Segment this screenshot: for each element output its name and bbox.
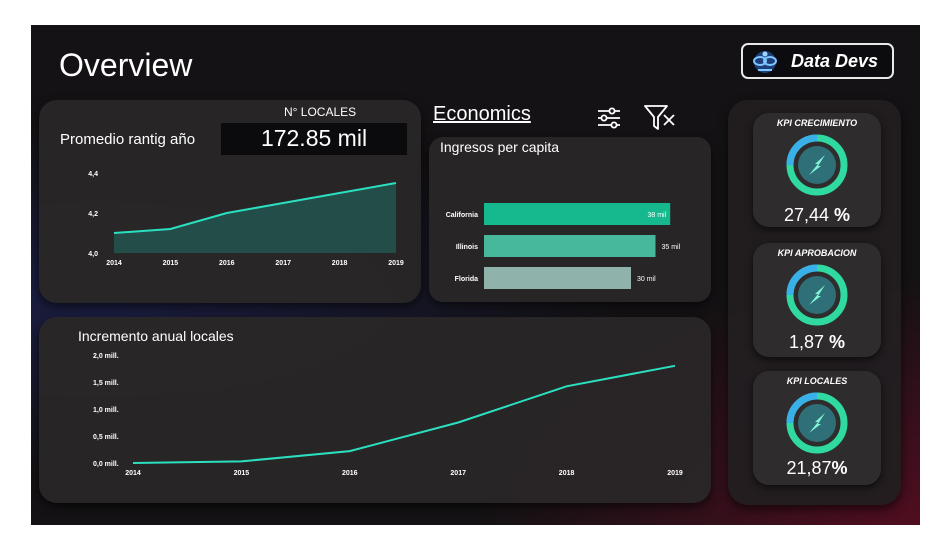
growth-arrow-icon bbox=[809, 285, 825, 305]
data-label: 38 mil bbox=[648, 212, 667, 219]
y-tick-label: 4,2 bbox=[88, 211, 98, 218]
gauge-center bbox=[798, 404, 836, 442]
kpi-gauge-icon bbox=[786, 264, 848, 326]
gauge-center bbox=[798, 276, 836, 314]
y-tick-label: 0,0 mill. bbox=[93, 461, 119, 468]
dashboard-canvas: Overview Data Devs N° LOCALES 172.85 mil… bbox=[31, 25, 920, 525]
data-label: 35 mil bbox=[662, 244, 681, 251]
growth-panel bbox=[39, 317, 711, 503]
kpi-gauge-icon bbox=[786, 134, 848, 196]
x-tick-label: 2017 bbox=[450, 470, 466, 477]
income-chart: California 38 mil Illinois 35 mil Florida 30 … bbox=[446, 203, 681, 289]
gauge-arc bbox=[786, 392, 818, 424]
x-tick-label: 2016 bbox=[342, 470, 358, 477]
rating-chart: 4,0 4,2 4,4 2014 2015 2016 2017 2018 2019 bbox=[88, 171, 404, 267]
bar bbox=[484, 267, 631, 289]
y-tick-label: 0,5 mill. bbox=[93, 434, 119, 441]
x-tick-label: 2015 bbox=[163, 260, 179, 267]
brand-name: Data Devs bbox=[791, 51, 879, 71]
income-chart-title: Ingresos per capita bbox=[440, 139, 560, 155]
category-label: Florida bbox=[455, 276, 478, 283]
y-tick-label: 1,5 mill. bbox=[93, 380, 119, 387]
category-label: Illinois bbox=[456, 244, 478, 251]
x-tick-label: 2018 bbox=[559, 470, 575, 477]
brand-logo-icon bbox=[753, 51, 777, 73]
x-tick-label: 2019 bbox=[667, 470, 683, 477]
y-tick-label: 4,4 bbox=[88, 171, 98, 178]
gauge-center bbox=[798, 146, 836, 184]
growth-arrow-icon bbox=[809, 413, 825, 433]
x-tick-label: 2014 bbox=[106, 260, 122, 267]
y-tick-label: 1,0 mill. bbox=[93, 407, 119, 414]
kpi-gauge-icon bbox=[786, 392, 848, 454]
locales-value: 172.85 mil bbox=[260, 125, 368, 151]
locales-card bbox=[221, 123, 407, 155]
y-tick-label: 4,0 bbox=[88, 251, 98, 258]
y-tick-label: 2,0 mill. bbox=[93, 353, 119, 360]
kpi-value: 21,87% bbox=[786, 458, 848, 478]
tab-economics[interactable]: Economics bbox=[433, 103, 531, 125]
category-label: California bbox=[446, 212, 478, 219]
brand-logo[interactable]: Data Devs bbox=[741, 43, 894, 79]
growth-chart: 0,0 mill. 0,5 mill. 1,0 mill. 1,5 mill. 2,0 … bbox=[93, 353, 683, 477]
kpi-title: KPI APROBACION bbox=[777, 248, 857, 258]
kpi-value: 27,44 % bbox=[783, 205, 851, 225]
sliders-icon[interactable] bbox=[596, 105, 622, 131]
x-tick-label: 2015 bbox=[234, 470, 250, 477]
growth-chart-title: Incremento anual locales bbox=[78, 328, 234, 344]
page-title: Overview bbox=[59, 47, 193, 83]
growth-line bbox=[132, 364, 676, 464]
locales-label: N° LOCALES bbox=[284, 105, 357, 119]
bar bbox=[484, 203, 671, 225]
filter-clear-icon[interactable] bbox=[643, 103, 677, 133]
x-tick-label: 2014 bbox=[125, 470, 141, 477]
kpi-title: KPI CRECIMIENTO bbox=[776, 118, 858, 128]
kpi-value: 1,87 % bbox=[788, 332, 846, 352]
x-tick-label: 2018 bbox=[332, 260, 348, 267]
bar bbox=[484, 235, 656, 257]
rating-area bbox=[114, 183, 396, 253]
kpi-title: KPI LOCALES bbox=[786, 376, 848, 386]
x-tick-label: 2017 bbox=[275, 260, 291, 267]
rating-line bbox=[113, 182, 397, 234]
gauge-arc bbox=[786, 134, 818, 166]
x-tick-label: 2019 bbox=[388, 260, 404, 267]
growth-arrow-icon bbox=[809, 155, 825, 175]
x-tick-label: 2016 bbox=[219, 260, 235, 267]
rating-chart-title: Promedio rantig año bbox=[60, 131, 196, 148]
data-label: 30 mil bbox=[637, 276, 656, 283]
gauge-arc bbox=[786, 264, 818, 296]
